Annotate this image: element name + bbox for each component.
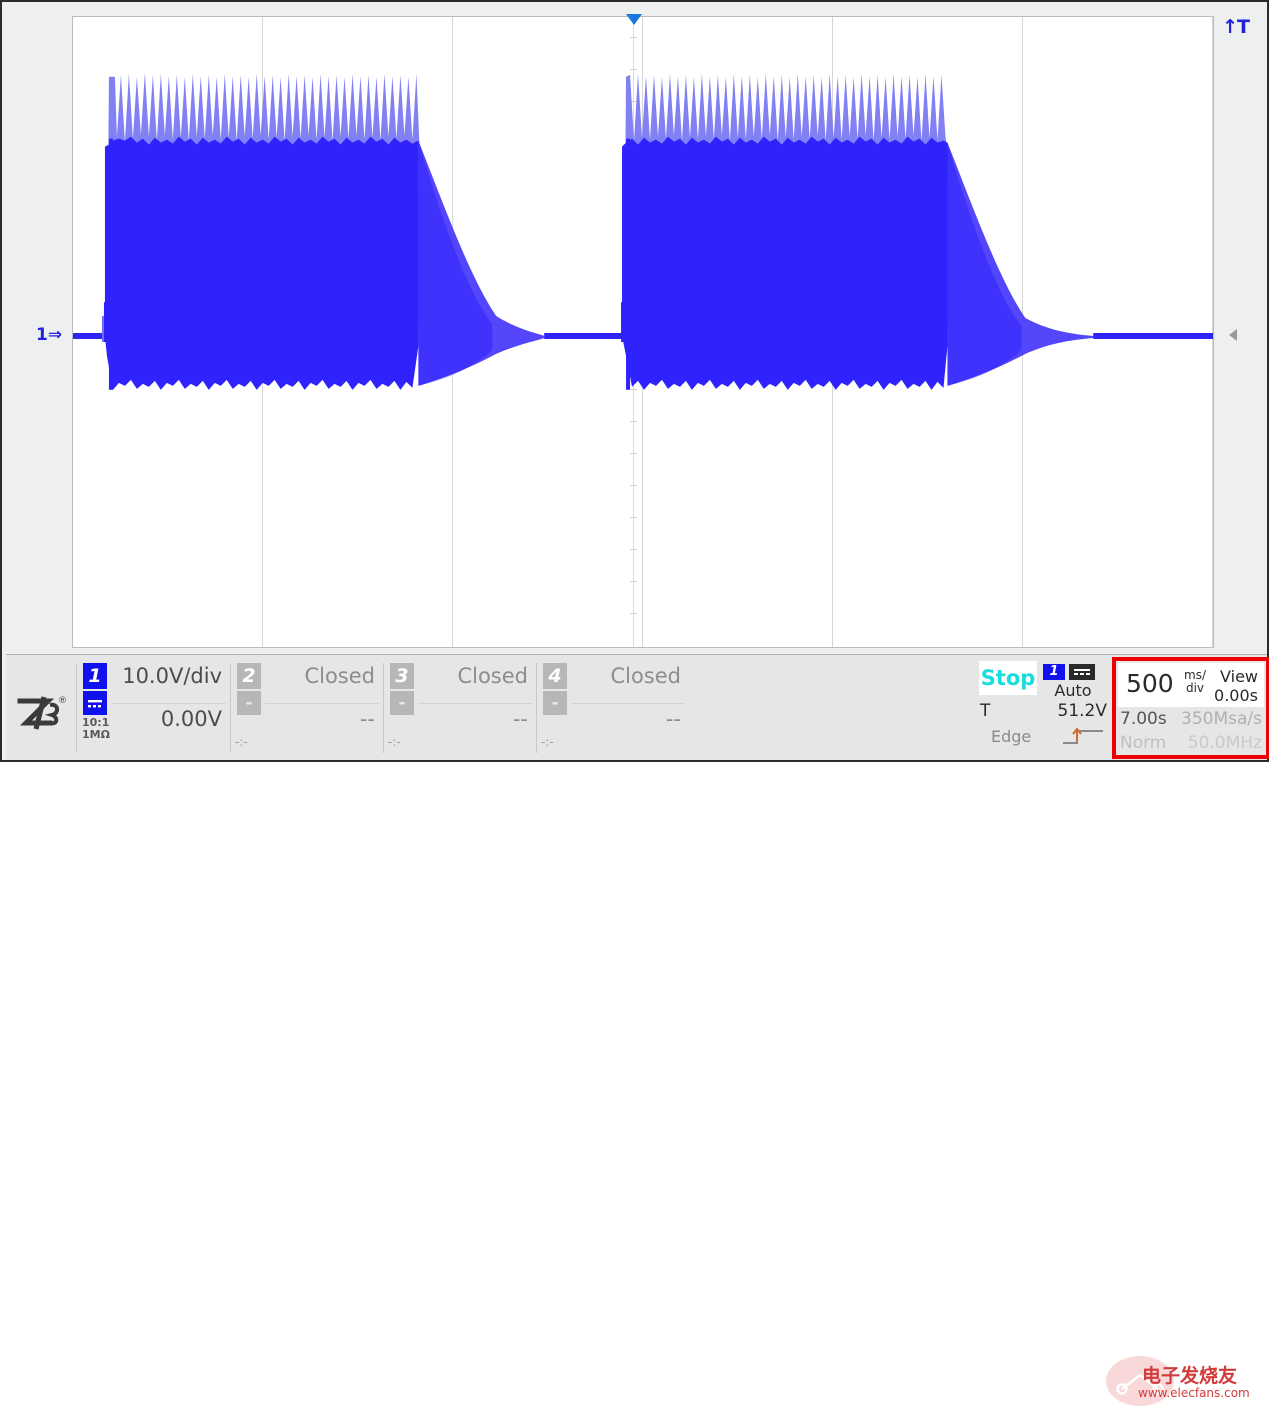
trigger-type[interactable]: Edge — [991, 727, 1032, 746]
channel-2-badge[interactable]: 2 — [237, 663, 261, 689]
watermark-url: www.elecfans.com — [1138, 1386, 1250, 1400]
trigger-source-badge[interactable]: 1 — [1043, 664, 1065, 680]
status-bar: ® 1 10:1 1MΩ 10.0V/div 0.00V 2 — [6, 654, 1269, 1406]
channel-3-scale[interactable]: Closed — [457, 664, 528, 688]
grid-row — [73, 495, 1213, 496]
channel-4-scale[interactable]: Closed — [610, 664, 681, 688]
channel-1-badge[interactable]: 1 — [83, 663, 107, 689]
rising-edge-icon[interactable] — [1061, 727, 1105, 747]
view-label: View — [1220, 667, 1258, 686]
channel-panel-4[interactable]: 4 - Closed -- -:- — [536, 663, 689, 753]
channel-1-ground-marker[interactable]: 1⇒ — [36, 325, 62, 345]
bandwidth-limit: 50.0MHz — [1187, 733, 1262, 753]
channel-3-offset[interactable]: -- — [512, 707, 528, 731]
divider — [111, 703, 226, 704]
trigger-coupling-icon[interactable] — [1069, 664, 1095, 680]
svg-text:®: ® — [58, 696, 67, 706]
memory-depth-time: 7.00s — [1120, 709, 1167, 729]
divider — [571, 703, 685, 704]
channel-1-impedance: 1MΩ — [82, 728, 110, 741]
trigger-level-label: T — [980, 701, 991, 721]
channel-3-sub: -:- — [388, 735, 401, 749]
channel-1-coupling-icon[interactable] — [83, 691, 107, 715]
timebase-unit-denominator: div — [1185, 681, 1205, 695]
divider — [418, 703, 532, 704]
run-stop-status[interactable]: Stop — [979, 661, 1037, 695]
channel-3-coupling-icon[interactable]: - — [390, 691, 414, 715]
channel-2-coupling-icon[interactable]: - — [237, 691, 261, 715]
timebase-scale-unit: ms/ div — [1184, 669, 1206, 695]
view-offset-marker-icon[interactable] — [1229, 329, 1237, 341]
channel-3-badge[interactable]: 3 — [390, 663, 414, 689]
channel-1-ground-arrow-icon: ⇒ — [47, 325, 63, 345]
waveform-viewport: ↑T 1⇒ — [6, 6, 1267, 650]
grid-row — [73, 416, 1213, 417]
trigger-sweep-mode[interactable]: Auto — [1054, 681, 1092, 700]
channel-4-offset[interactable]: -- — [665, 707, 681, 731]
channel-1-scale[interactable]: 10.0V/div — [122, 664, 222, 688]
channel-1-ground-label: 1 — [36, 325, 48, 345]
grid-row — [73, 65, 1213, 66]
channel-1-trace — [73, 72, 1213, 390]
watermark-text: 电子发烧友 — [1142, 1365, 1238, 1387]
channel-4-badge[interactable]: 4 — [543, 663, 567, 689]
channel-1-offset[interactable]: 0.00V — [160, 707, 222, 731]
timebase-panel[interactable]: 500 ms/ div View 0.00s 7.00s 350Msa/s No… — [1112, 657, 1269, 759]
sample-rate: 350Msa/s — [1181, 709, 1262, 729]
channel-1-probe-info: 10:1 1MΩ — [82, 717, 110, 741]
channel-2-scale[interactable]: Closed — [304, 664, 375, 688]
timebase-unit-numerator: ms/ — [1184, 668, 1206, 682]
trigger-level-value[interactable]: 51.2V — [1057, 701, 1107, 721]
timebase-scale-box[interactable]: 500 ms/ div View 0.00s — [1118, 663, 1264, 707]
channel-2-sub: -:- — [235, 735, 248, 749]
channel-panel-1[interactable]: 1 10:1 1MΩ 10.0V/div 0.00V — [76, 663, 230, 753]
channel-4-coupling-icon[interactable]: - — [543, 691, 567, 715]
channel-1-probe-ratio: 10:1 — [82, 716, 110, 729]
trigger-level-indicator[interactable]: ↑T — [1222, 16, 1250, 38]
acquisition-mode[interactable]: Norm — [1120, 733, 1167, 753]
channel-panel-3[interactable]: 3 - Closed -- -:- — [383, 663, 536, 753]
timebase-scale-value: 500 — [1126, 669, 1174, 698]
view-offset-value[interactable]: 0.00s — [1214, 686, 1258, 705]
trigger-position-marker[interactable] — [626, 14, 642, 25]
channel-2-offset[interactable]: -- — [359, 707, 375, 731]
channel-4-sub: -:- — [541, 735, 554, 749]
grid-column — [1212, 17, 1213, 647]
grid-row — [73, 574, 1213, 575]
trigger-panel[interactable]: Stop 1 Auto T 51.2V Edge — [977, 659, 1109, 757]
zlg-logo: ® — [17, 696, 67, 730]
divider — [265, 703, 379, 704]
watermark: 电子发烧友 www.elecfans.com — [1096, 1355, 1269, 1413]
channel-panel-2[interactable]: 2 - Closed -- -:- — [230, 663, 383, 753]
waveform-grid[interactable] — [72, 16, 1214, 648]
